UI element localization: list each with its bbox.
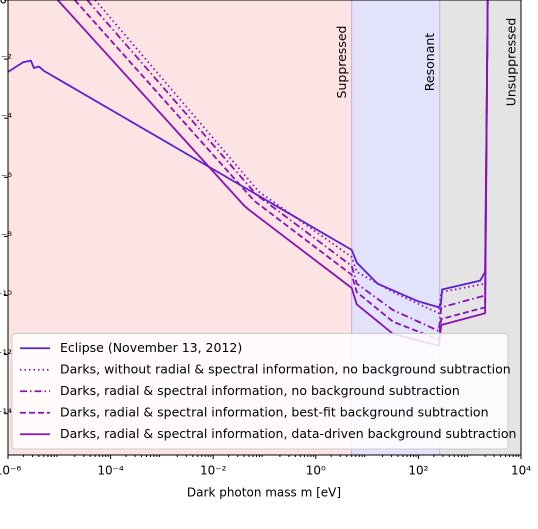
y-tick-label: 10⁻¹⁰ — [0, 288, 12, 302]
y-tick-label: 10⁻⁴ — [0, 111, 12, 125]
legend-label: Eclipse (November 13, 2012) — [60, 340, 242, 355]
series-line — [74, 0, 489, 341]
y-tick-label: 10⁰ — [0, 0, 12, 7]
series-line — [94, 0, 489, 315]
region-label: Resonant — [422, 33, 437, 91]
y-tick-label: 10⁻¹⁴ — [0, 406, 12, 420]
legend: Eclipse (November 13, 2012) Darks, withou… — [11, 333, 516, 450]
plot-frame — [7, 0, 522, 456]
x-tick-label: 10⁻⁴ — [97, 464, 124, 478]
legend-box — [11, 333, 509, 450]
x-tick-label: 10⁰ — [306, 464, 326, 478]
x-tick-label: 10⁻² — [200, 464, 227, 478]
x-tick-label: 10² — [408, 464, 428, 478]
y-tick-label: 10⁻² — [0, 52, 12, 66]
region-label: Suppressed — [334, 26, 349, 99]
lines — [8, 0, 489, 347]
legend-label: Darks, without radial & spectral informa… — [60, 361, 511, 376]
x-axis-label: Dark photon mass m [eV] — [187, 486, 341, 500]
series-line — [8, 0, 489, 309]
legend-label: Darks, radial & spectral information, da… — [60, 426, 516, 441]
legend-label: Darks, radial & spectral information, be… — [60, 404, 489, 419]
region-label: Unsuppressed — [504, 18, 519, 107]
axes: 10⁻⁶ 10⁻⁴ 10⁻² 10⁰ 10² 10⁴ 10⁰ 10⁻² 10⁻⁴ 10⁻⁶ 10⁻⁸… — [0, 0, 531, 478]
y-tick-label: 10⁻⁸ — [0, 229, 12, 243]
legend-label: Darks, radial & spectral information, no… — [60, 383, 460, 398]
x-tick-label: 10⁻⁶ — [0, 464, 21, 478]
x-tick-label: 10⁴ — [511, 464, 531, 478]
series-line — [57, 0, 489, 347]
y-tick-label: 10⁻⁶ — [0, 170, 12, 184]
y-tick-label: 10⁻¹² — [0, 347, 12, 361]
series-line — [86, 0, 489, 332]
